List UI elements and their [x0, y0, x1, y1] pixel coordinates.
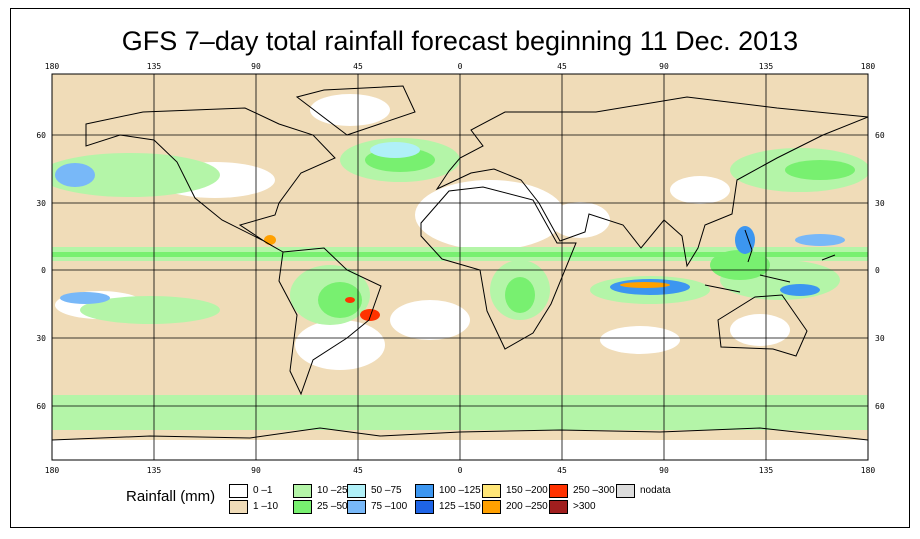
map-title: GFS 7–day total rainfall forecast beginn…: [121, 26, 799, 56]
legend-swatch: [293, 500, 312, 514]
lon-label: 135: [759, 466, 774, 475]
lon-label: 90: [659, 62, 669, 71]
legend-swatch: [347, 500, 366, 514]
lon-label: 180: [45, 466, 60, 475]
lon-label: 45: [353, 466, 363, 475]
lon-label: 180: [45, 62, 60, 71]
lat-labels-left: 60 30 0 30 60: [36, 131, 46, 411]
lat-label: 0: [875, 266, 880, 275]
legend-swatch: [415, 500, 434, 514]
lon-label: 45: [353, 62, 363, 71]
legend-title: Rainfall (mm): [126, 488, 216, 505]
legend-label: 0 –1: [253, 485, 273, 496]
legend-swatch: [229, 500, 248, 514]
legend-swatch: [482, 500, 501, 514]
legend-label: >300: [573, 501, 596, 512]
lat-label: 30: [875, 334, 885, 343]
lat-label: 0: [41, 266, 46, 275]
lat-label: 30: [875, 199, 885, 208]
lat-label: 30: [36, 334, 46, 343]
lon-labels-bottom: 180 135 90 45 0 45 90 135 180: [45, 466, 876, 475]
legend-label: 250 –300: [573, 485, 615, 496]
lon-label: 135: [147, 466, 162, 475]
legend-label: 200 –250: [506, 501, 548, 512]
lat-label: 60: [36, 131, 46, 140]
lon-label: 90: [251, 466, 261, 475]
legend-swatch: [616, 484, 635, 498]
legend-label: 50 –75: [371, 485, 402, 496]
legend-swatch: [415, 484, 434, 498]
lon-label: 0: [458, 62, 463, 71]
map-border: [51, 73, 869, 461]
legend-label: 150 –200: [506, 485, 548, 496]
legend-swatch: [229, 484, 248, 498]
coastlines: [52, 85, 868, 441]
legend-label: 25 –50: [317, 501, 348, 512]
lon-label: 135: [759, 62, 774, 71]
lon-label: 90: [251, 62, 261, 71]
lon-labels-top: 180 135 90 45 0 45 90 135 180: [45, 62, 876, 71]
lat-label: 60: [875, 402, 885, 411]
lon-label: 0: [458, 466, 463, 475]
legend-label: 125 –150: [439, 501, 481, 512]
legend-label: 10 –25: [317, 485, 348, 496]
lat-label: 60: [875, 131, 885, 140]
lon-label: 90: [659, 466, 669, 475]
legend-swatch: [549, 484, 568, 498]
legend-swatch: [293, 484, 312, 498]
lat-label: 30: [36, 199, 46, 208]
legend-label: 100 –125: [439, 485, 481, 496]
legend-swatch: [482, 484, 501, 498]
lon-label: 180: [861, 62, 876, 71]
lon-label: 135: [147, 62, 162, 71]
legend-swatch: [549, 500, 568, 514]
legend-swatch: [347, 484, 366, 498]
lon-label: 45: [557, 62, 567, 71]
graticule: [52, 74, 868, 460]
lat-label: 60: [36, 402, 46, 411]
rain-heavy-150plus: [264, 235, 670, 321]
legend-label: 75 –100: [371, 501, 408, 512]
lon-label: 180: [861, 466, 876, 475]
lat-labels-right: 60 30 0 30 60: [875, 131, 885, 411]
legend-label: nodata: [640, 485, 671, 496]
lon-label: 45: [557, 466, 567, 475]
figure-frame: [10, 8, 910, 528]
legend-label: 1 –10: [253, 501, 279, 512]
